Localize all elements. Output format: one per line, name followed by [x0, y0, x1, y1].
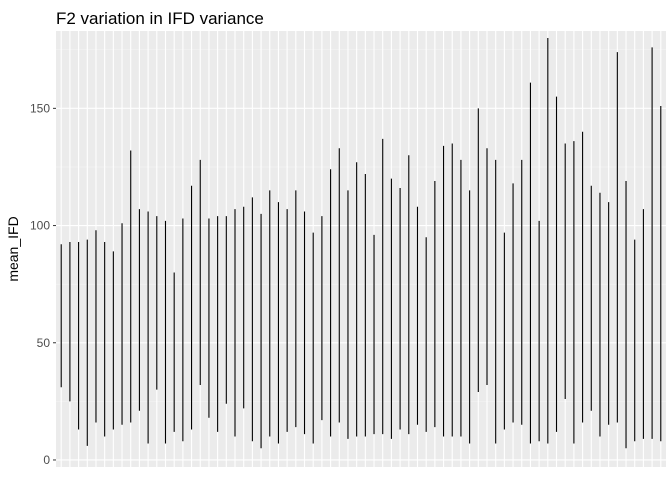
grid-minor	[56, 49, 666, 402]
y-tick-label: 100	[30, 219, 50, 233]
y-tick-label: 50	[37, 336, 51, 350]
y-axis: 0 50 100 150	[30, 101, 56, 467]
plot-panel	[56, 31, 666, 467]
y-axis-label: mean_IFD	[5, 216, 21, 281]
range-segments	[60, 38, 662, 449]
y-tick-label: 0	[43, 453, 50, 467]
chart-title: F2 variation in IFD variance	[56, 9, 264, 28]
y-tick-label: 150	[30, 101, 50, 115]
